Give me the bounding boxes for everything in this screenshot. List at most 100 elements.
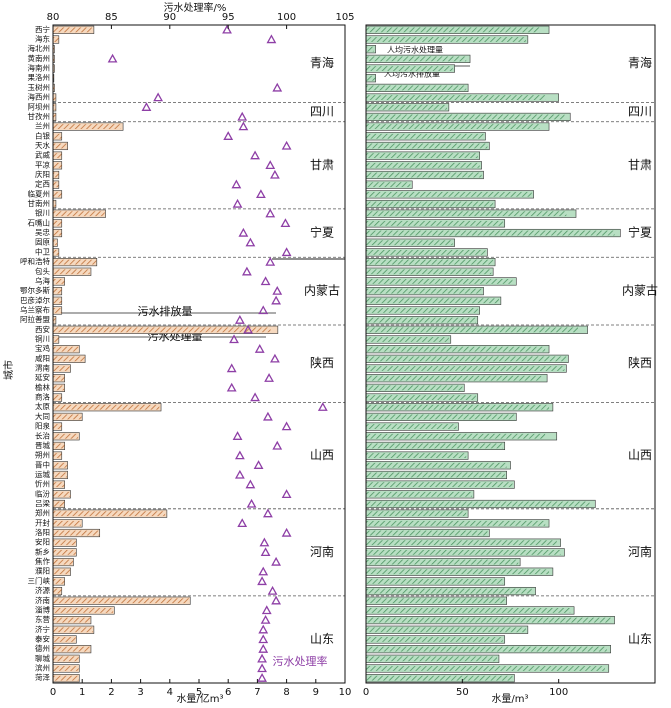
data-marker [238,227,249,237]
y-tick-label: 咸阳 [35,353,50,363]
y-tick-label: 白银 [35,130,50,140]
bar [53,511,166,517]
bar [53,404,160,410]
group-label: 陕西 [310,355,334,370]
bar [53,104,56,110]
data-marker [281,140,292,150]
bar [53,472,68,478]
bar [366,501,590,507]
bar [53,356,85,362]
y-tick-label: 吕梁 [35,499,50,508]
bar [53,491,71,497]
bar [53,637,76,642]
x2-tick-label: 80 [47,12,60,23]
bar [53,549,77,555]
bar [366,511,467,517]
data-marker [266,34,277,44]
y-tick-label: 海南州 [28,63,51,73]
bar [53,569,71,575]
data-marker [258,305,269,315]
data-marker [255,189,266,199]
bar [366,249,486,255]
data-marker [261,605,272,615]
y-tick-label: 海北州 [28,43,51,53]
y-tick-label: 延安 [35,372,50,382]
data-marker [237,111,248,121]
series-annotation: 污水排放量 [138,304,193,318]
data-marker [272,440,283,450]
x-tick-label: 100 [549,687,568,698]
bar [366,317,476,323]
bar [53,191,62,197]
y-tick-label: 海西州 [28,92,51,102]
data-marker [271,556,281,566]
y-tick-label: 阿坝州 [28,102,51,111]
group-label: 内蒙古 [304,283,340,298]
y-tick-label: 泰安 [35,633,50,643]
bar [53,317,56,323]
plot-frame [365,24,656,684]
data-marker [234,314,245,324]
y-tick-label: 乌海 [35,275,50,285]
data-marker [258,634,269,644]
x2-tick-label: 85 [105,12,118,23]
y-tick-label: 大同 [35,411,50,421]
data-marker [243,324,253,334]
bar [366,617,611,623]
data-marker [223,131,234,140]
data-marker [263,508,273,518]
bar [366,404,550,410]
data-marker [271,595,281,605]
y-tick-label: 黄南州 [28,53,51,63]
y-tick-label: 铜川 [35,333,50,343]
bar [366,482,513,488]
data-marker [258,643,269,653]
bar [53,279,65,284]
data-marker [257,653,267,663]
y-tick-label: 定西 [35,179,50,189]
bar [53,56,55,62]
bar [366,453,467,459]
bar [366,230,615,236]
bar [53,443,65,449]
series-annotation: 人均污水处理量 [387,45,443,55]
x-tick-label: 50 [456,687,469,698]
bar [366,375,542,381]
y-tick-label: 郑州 [35,508,50,518]
data-marker [281,489,292,498]
y-tick-label: 果洛州 [28,72,51,82]
y-tick-label: 临夏州 [28,188,51,198]
bar [366,27,540,33]
group-label: 山东 [628,632,652,646]
bar [53,646,91,652]
bar [53,598,190,604]
bar [366,201,494,207]
data-marker [257,663,267,673]
data-marker [260,547,271,557]
data-marker [141,102,152,111]
group-label: 河南 [628,544,652,559]
data-marker [107,53,118,63]
data-marker [253,460,264,469]
x-tick-label: 7 [254,687,260,698]
bar [53,259,97,265]
data-marker [271,295,281,305]
bar [366,598,505,604]
data-marker [281,421,292,431]
y-tick-label: 太原 [35,401,50,411]
bar [53,308,62,313]
data-marker [245,237,256,247]
x-tick-label: 3 [137,687,143,698]
data-marker [260,614,271,624]
data-marker [250,150,260,160]
bar [366,675,513,681]
bar [53,182,59,188]
bar [366,182,411,188]
y-tick-label: 菏泽 [35,672,50,682]
bar [366,220,503,226]
y-axis-label: 城市 [2,360,15,380]
data-marker [264,373,274,382]
y-tick-label: 济南 [35,595,50,605]
bar [53,220,62,226]
group-label: 山西 [628,448,652,462]
